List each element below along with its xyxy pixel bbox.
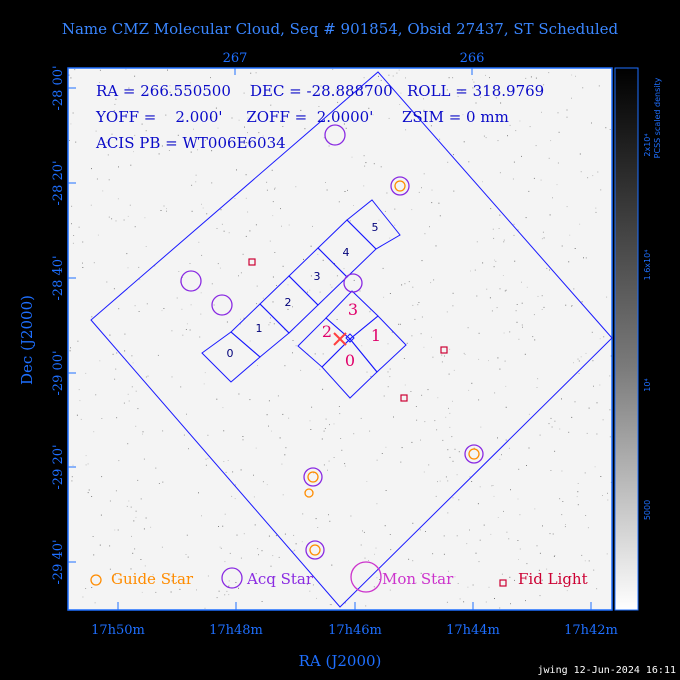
plot-title: Name CMZ Molecular Cloud, Seq # 901854, … — [62, 20, 619, 38]
colorbar-tick: 10⁴ — [643, 378, 652, 391]
dec-tick-label: -28 00' — [51, 65, 66, 110]
acq-star — [464, 444, 484, 464]
colorbar-gradient — [614, 67, 639, 611]
acis-s-chip-5 — [346, 199, 401, 250]
colorbar-title: PCSS scaled density — [653, 77, 662, 158]
guide-star — [394, 180, 406, 192]
ra-axis: 17h50m 17h48m 17h46m 17h44m 17h42m RA (J… — [91, 602, 618, 670]
acq-star — [390, 176, 410, 196]
fid-lights — [248, 258, 448, 402]
footer-stamp: jwing 12-Jun-2024 16:11 — [538, 665, 676, 676]
acis-s-chips — [201, 199, 401, 383]
top-tick-label: 266 — [460, 51, 485, 66]
acq-star — [211, 294, 233, 316]
dec-axis-label: Dec (J2000) — [18, 295, 36, 385]
info-line-1: RA = 266.550500 DEC = -28.888700 ROLL = … — [96, 82, 544, 100]
legend: Guide Star Acq Star Mon Star Fid Light — [90, 561, 588, 593]
acis-i-chip-0 — [321, 338, 378, 399]
acq-star — [343, 273, 363, 293]
acis-i-chips — [297, 290, 407, 399]
legend-fid-symbol — [499, 579, 507, 587]
legend-acq-label: Acq Star — [246, 570, 314, 588]
plot-frame — [67, 67, 613, 611]
legend-mon-symbol — [350, 561, 382, 593]
ra-tick-label: 17h50m — [91, 623, 145, 638]
dec-tick-label: -28 40' — [51, 255, 66, 300]
guide-star — [468, 448, 480, 460]
guide-star — [309, 544, 321, 556]
top-axis: 267 266 — [223, 51, 485, 75]
acis-i-chip-label: 2 — [322, 322, 332, 341]
acq-star — [303, 467, 323, 487]
guide-star — [304, 488, 314, 498]
dec-tick-label: -29 40' — [51, 539, 66, 584]
acis-s-chip-label: 4 — [343, 246, 350, 259]
acis-s-chip-label: 5 — [372, 221, 379, 234]
acis-s-chip-label: 3 — [314, 270, 321, 283]
colorbar-tick: 2x10⁴ — [643, 133, 652, 156]
acis-i-chip-label: 3 — [348, 300, 358, 319]
ra-tick-label: 17h48m — [209, 623, 263, 638]
legend-mon-label: Mon Star — [382, 570, 454, 588]
dec-tick-label: -29 20' — [51, 444, 66, 489]
acis-s-chip-label: 2 — [285, 296, 292, 309]
acis-s-chip-labels: 0 1 2 3 4 5 — [227, 221, 379, 360]
legend-fid-label: Fid Light — [518, 570, 588, 588]
colorbar: PCSS scaled density 2x10⁴ 1.6x10⁴ 10⁴ 50… — [614, 67, 662, 611]
acis-s-chip-label: 1 — [256, 322, 263, 335]
field-of-view-outline — [90, 71, 613, 608]
acq-stars — [180, 124, 484, 560]
ra-tick-label: 17h42m — [564, 623, 618, 638]
fid-light — [248, 258, 256, 266]
acq-star — [305, 540, 325, 560]
acis-i-chip-label: 0 — [345, 351, 355, 370]
acq-star — [324, 124, 346, 146]
fid-light — [440, 346, 448, 354]
info-line-3: ACIS PB = WT006E6034 — [95, 134, 286, 152]
fid-light — [400, 394, 408, 402]
target-marker — [333, 332, 355, 346]
guide-star — [307, 471, 319, 483]
observation-info: RA = 266.550500 DEC = -28.888700 ROLL = … — [95, 82, 544, 152]
dec-tick-label: -29 00' — [51, 350, 66, 395]
acis-i-chip-label: 1 — [371, 326, 381, 345]
info-line-2: YOFF = 2.000' ZOFF = 2.0000' ZSIM = 0 mm — [95, 108, 509, 126]
top-tick-label: 267 — [223, 51, 248, 66]
colorbar-tick: 5000 — [643, 500, 652, 520]
acq-star — [180, 270, 202, 292]
legend-acq-symbol — [221, 567, 243, 589]
acis-i-chip-labels: 2 3 1 0 — [322, 300, 381, 370]
ra-axis-label: RA (J2000) — [299, 652, 382, 670]
ra-tick-label: 17h44m — [446, 623, 500, 638]
ra-tick-label: 17h46m — [328, 623, 382, 638]
legend-guide-label: Guide Star — [111, 570, 194, 588]
acis-s-chip-label: 0 — [227, 347, 234, 360]
legend-guide-symbol — [90, 574, 102, 586]
guide-stars — [304, 180, 480, 556]
dec-axis: -28 00' -28 20' -28 40' -29 00' -29 20' … — [18, 65, 76, 585]
dec-tick-label: -28 20' — [51, 160, 66, 205]
colorbar-tick: 1.6x10⁴ — [643, 250, 652, 281]
sky-background-noise — [68, 68, 612, 609]
